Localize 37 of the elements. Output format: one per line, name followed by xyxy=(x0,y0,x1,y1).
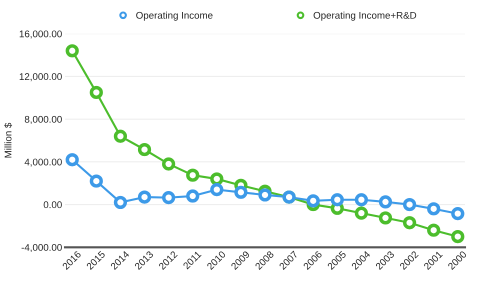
y-tick-label: 4,000.00 xyxy=(24,158,62,167)
point xyxy=(114,196,128,210)
point xyxy=(210,172,224,186)
point xyxy=(162,157,176,171)
point xyxy=(427,202,440,216)
point xyxy=(330,193,344,206)
y-axis-title: Million $ xyxy=(4,122,12,158)
point xyxy=(186,189,200,203)
point xyxy=(451,207,464,220)
point xyxy=(402,198,416,212)
point xyxy=(306,194,320,208)
point xyxy=(234,186,248,199)
point xyxy=(258,188,272,202)
legend-label: Operating Income xyxy=(136,12,213,21)
y-tick-label: -4,000.00 xyxy=(22,244,62,252)
y-tick-label: 16,000.00 xyxy=(20,30,62,38)
point xyxy=(90,86,103,100)
point xyxy=(138,142,152,156)
point xyxy=(90,174,103,188)
point xyxy=(354,193,368,206)
point xyxy=(210,183,224,196)
point xyxy=(354,206,368,220)
point xyxy=(378,195,392,208)
point xyxy=(138,190,152,204)
point xyxy=(451,230,464,244)
point xyxy=(66,44,79,58)
point xyxy=(162,191,176,204)
point xyxy=(114,130,128,143)
point xyxy=(378,211,392,225)
point xyxy=(186,168,200,182)
point xyxy=(402,216,416,230)
point xyxy=(427,224,440,237)
y-tick-label: 8,000.00 xyxy=(24,116,62,124)
point xyxy=(66,153,79,166)
y-tick-label: 0.00 xyxy=(44,201,62,208)
y-tick-label: 12,000.00 xyxy=(20,73,62,82)
legend-label: Operating Income+R&D xyxy=(314,12,416,21)
